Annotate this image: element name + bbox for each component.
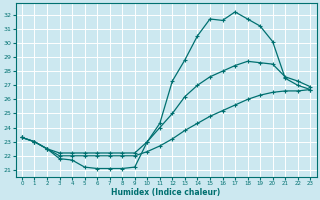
X-axis label: Humidex (Indice chaleur): Humidex (Indice chaleur) [111, 188, 221, 197]
